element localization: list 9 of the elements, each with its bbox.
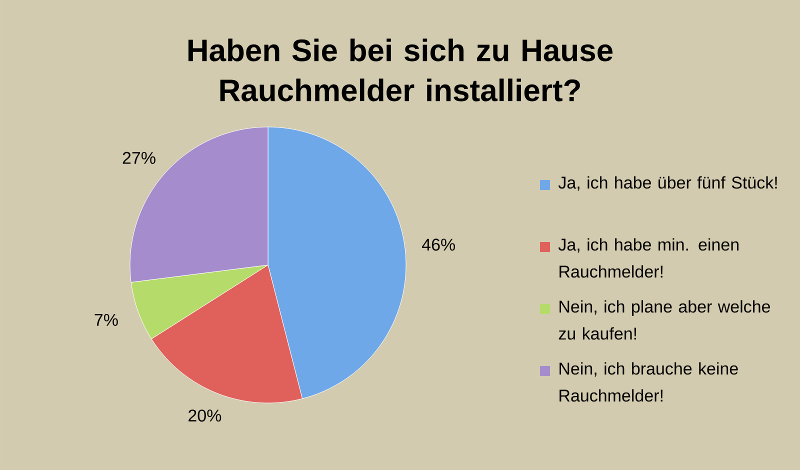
- legend-label: Nein, ich brauche keine Rauchmelder!: [560, 362, 738, 402]
- data-label: 20%: [188, 410, 222, 422]
- legend-label: Ja, ich habe über fünf Stück!: [558, 176, 777, 191]
- data-label: 7%: [94, 314, 118, 326]
- data-label: 46%: [422, 238, 456, 251]
- legend-label: Ja, ich habe min. einen Rauchmelder!: [558, 238, 738, 278]
- data-label: 27%: [122, 152, 156, 164]
- legend-label: Nein, ich plane aber welche zu kaufen!: [558, 300, 770, 340]
- chart-title: Haben Sie bei sich zu Hause Rauchmelder installiert?: [188, 38, 613, 102]
